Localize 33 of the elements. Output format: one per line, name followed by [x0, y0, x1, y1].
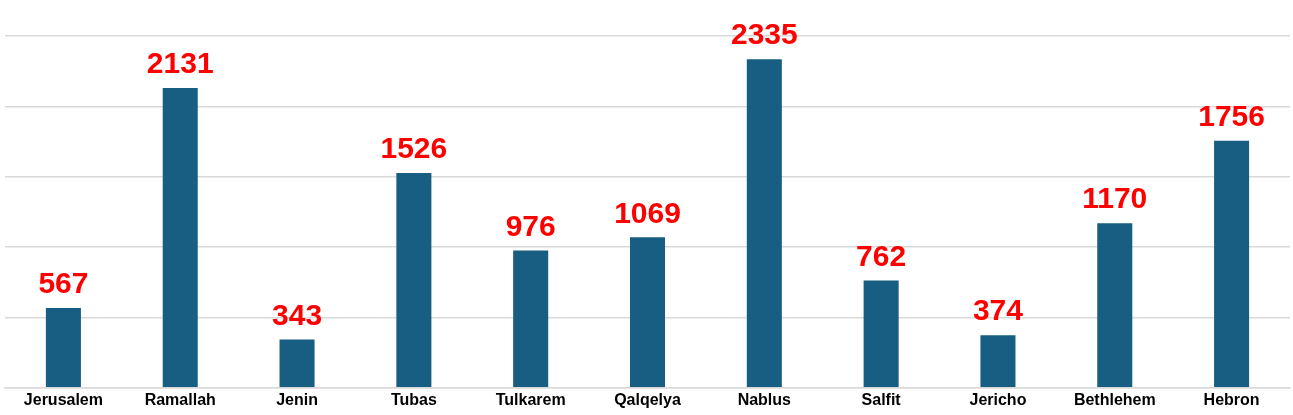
- bar: [513, 250, 549, 388]
- x-tick-label: Nablus: [737, 390, 792, 408]
- data-label: 1526: [380, 131, 448, 165]
- x-tick-label: Tubas: [390, 390, 437, 408]
- x-tick-label: Bethlehem: [1073, 390, 1156, 408]
- x-tick-label: Salfit: [861, 390, 902, 408]
- bar: [1097, 223, 1133, 388]
- data-label: 762: [856, 238, 907, 272]
- bar: [396, 173, 432, 388]
- bar: [279, 339, 315, 388]
- x-tick-label: Tulkarem: [495, 390, 566, 408]
- data-label: 976: [505, 208, 556, 242]
- bar: [629, 237, 666, 388]
- x-tick-label: Hebron: [1203, 390, 1260, 408]
- data-label: 2335: [730, 17, 798, 51]
- bar: [162, 87, 198, 388]
- data-label: 1069: [614, 195, 681, 229]
- data-label: 1170: [1082, 181, 1148, 215]
- x-tick-label: Jericho: [969, 390, 1027, 408]
- data-label: 567: [38, 266, 89, 300]
- x-tick-label: Jenin: [276, 390, 318, 408]
- data-label: 374: [972, 293, 1024, 327]
- data-label: 1756: [1198, 98, 1265, 132]
- bar: [746, 59, 782, 388]
- x-tick-label: Qalqelya: [614, 390, 681, 408]
- bar: [863, 280, 899, 388]
- data-label: 343: [272, 297, 323, 331]
- bar: [980, 335, 1016, 388]
- bar: [1214, 140, 1250, 388]
- data-label: 2131: [146, 46, 214, 80]
- x-tick-label: Jerusalem: [23, 390, 103, 408]
- x-tick-label: Ramallah: [144, 390, 216, 408]
- bar: [45, 308, 81, 388]
